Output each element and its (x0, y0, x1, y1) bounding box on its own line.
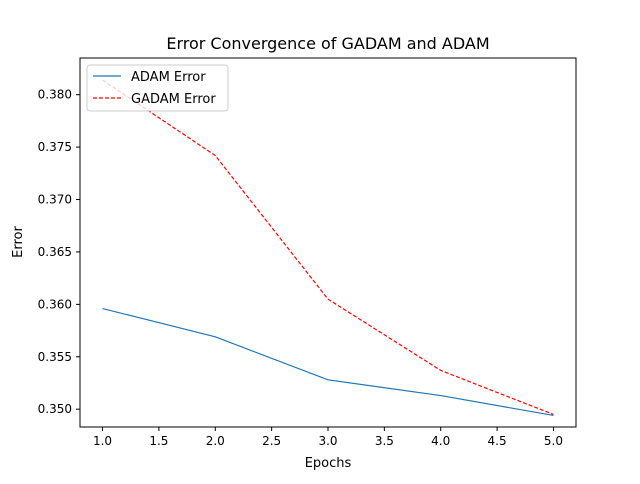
legend: ADAM Error GADAM Error (87, 65, 228, 111)
x-tick-label: 5.0 (544, 434, 563, 448)
x-tick-label: 4.5 (488, 434, 507, 448)
y-tick-label: 0.350 (38, 402, 72, 416)
x-tick-label: 3.5 (375, 434, 394, 448)
x-tick-label: 3.0 (318, 434, 337, 448)
x-tick-label: 2.0 (206, 434, 225, 448)
y-tick-label: 0.355 (38, 350, 72, 364)
y-tick-label: 0.370 (38, 193, 72, 207)
legend-label-adam: ADAM Error (131, 70, 206, 85)
x-tick-label: 1.0 (93, 434, 112, 448)
y-tick-label: 0.380 (38, 88, 72, 102)
x-tick-label: 4.0 (431, 434, 450, 448)
x-tick-label: 1.5 (149, 434, 168, 448)
chart-title: Error Convergence of GADAM and ADAM (166, 34, 489, 53)
legend-label-gadam: GADAM Error (131, 92, 216, 107)
y-axis-label: Error (11, 226, 26, 258)
y-tick-label: 0.365 (38, 245, 72, 259)
x-tick-label: 2.5 (262, 434, 281, 448)
x-axis-label: Epochs (305, 456, 352, 471)
y-tick-label: 0.375 (38, 140, 72, 154)
y-tick-label: 0.360 (38, 297, 72, 311)
